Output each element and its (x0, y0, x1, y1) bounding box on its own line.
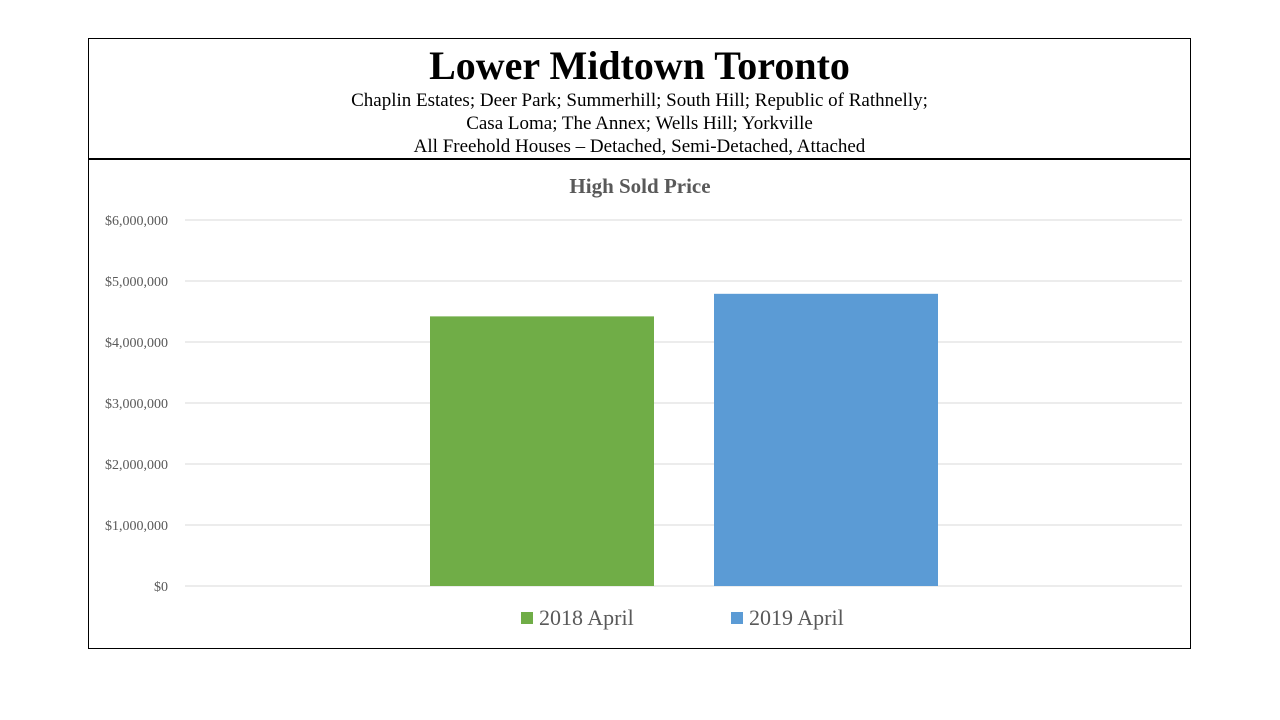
bar-chart: High Sold Price $0 $1,000,000 $2,000,000 $3… (105, 174, 1182, 630)
bar-2019-april (714, 293, 938, 586)
y-tick-label: $1,000,000 (105, 519, 168, 534)
property-types-line: All Freehold Houses – Detached, Semi-Det… (413, 136, 866, 157)
y-tick-label: $4,000,000 (105, 336, 168, 351)
legend-label: 2018 April (539, 605, 634, 630)
chart-box: High Sold Price $0 $1,000,000 $2,000,000 $3… (88, 160, 1191, 649)
legend-swatch (731, 612, 743, 624)
neighbourhoods-line-1: Chaplin Estates; Deer Park; Summerhill; … (351, 90, 928, 111)
legend: 2018 April 2019 April (521, 605, 844, 630)
gridlines (185, 219, 1182, 587)
page-title: Lower Midtown Toronto (429, 43, 850, 88)
y-tick-label: $3,000,000 (105, 397, 168, 412)
legend-label: 2019 April (749, 605, 844, 630)
bars (430, 293, 938, 586)
header-box: Lower Midtown Toronto Chaplin Estates; D… (88, 38, 1191, 160)
y-axis: $0 $1,000,000 $2,000,000 $3,000,000 $4,000,0… (105, 214, 168, 595)
y-tick-label: $2,000,000 (105, 458, 168, 473)
y-tick-label: $5,000,000 (105, 275, 168, 290)
neighbourhoods-line-2: Casa Loma; The Annex; Wells Hill; Yorkvi… (466, 113, 813, 134)
bar-2018-april (430, 316, 654, 586)
chart-title: High Sold Price (569, 174, 710, 198)
y-tick-label: $0 (154, 580, 168, 595)
legend-swatch (521, 612, 533, 624)
y-tick-label: $6,000,000 (105, 214, 168, 229)
